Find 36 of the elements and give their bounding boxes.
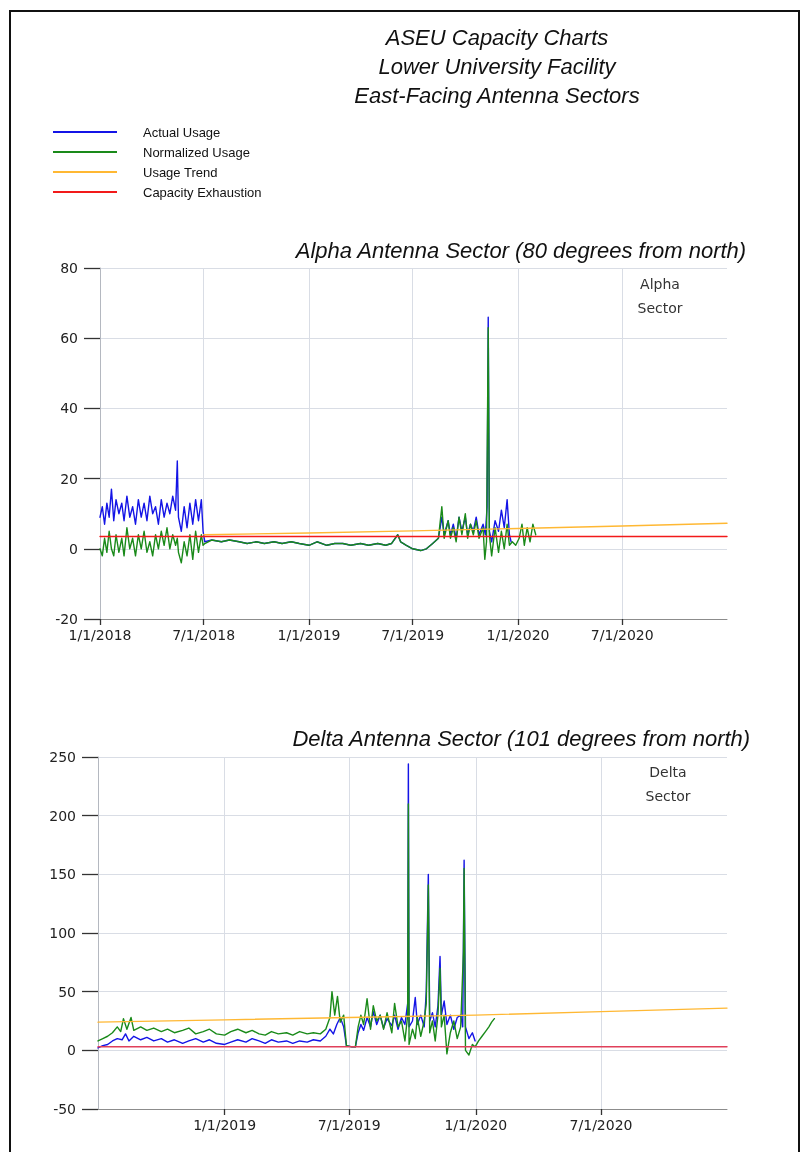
x-tick-label: 1/1/2019 bbox=[277, 627, 341, 643]
line-series bbox=[97, 803, 496, 1056]
y-tick-label: 50 bbox=[58, 983, 76, 1000]
y-tick-label: 20 bbox=[60, 470, 78, 487]
line-series bbox=[97, 1007, 728, 1023]
x-tick-label: 1/1/2020 bbox=[486, 627, 550, 643]
y-tick-label: 0 bbox=[69, 540, 78, 557]
chart-title: Alpha Antenna Sector (80 degrees from north) bbox=[293, 237, 747, 263]
x-tick-label: 7/1/2020 bbox=[569, 1117, 633, 1133]
chart-title: Delta Antenna Sector (101 degrees from north) bbox=[292, 725, 751, 751]
y-tick-label: 150 bbox=[49, 866, 76, 883]
legend-label: Capacity Exhaustion bbox=[143, 184, 262, 200]
legend-label: Usage Trend bbox=[143, 164, 218, 180]
legend-label: Actual Usage bbox=[143, 124, 221, 140]
x-tick-label: 1/1/2018 bbox=[68, 627, 132, 643]
x-tick-label: 7/1/2020 bbox=[590, 627, 654, 643]
x-tick-label: 1/1/2020 bbox=[444, 1117, 508, 1133]
y-tick-label: -20 bbox=[55, 611, 78, 627]
line-series bbox=[202, 522, 728, 536]
y-tick-label: 80 bbox=[60, 260, 78, 276]
text: Lower University Facility East-Facing Antenna Sectors bbox=[353, 53, 641, 110]
x-tick-label: 1/1/2019 bbox=[193, 1117, 257, 1133]
y-tick-label: 60 bbox=[60, 330, 78, 347]
y-tick-label: -50 bbox=[53, 1101, 76, 1117]
y-tick-label: 0 bbox=[67, 1042, 76, 1059]
legend-label: Normalized Usage bbox=[143, 144, 250, 160]
annotation: Delta Sector bbox=[645, 764, 691, 804]
y-tick-label: 200 bbox=[49, 807, 76, 824]
annotation: Alpha Sector bbox=[637, 276, 683, 316]
x-tick-label: 7/1/2018 bbox=[172, 627, 236, 643]
y-tick-label: 100 bbox=[49, 925, 76, 941]
x-tick-label: 7/1/2019 bbox=[381, 627, 445, 643]
y-tick-label: 40 bbox=[60, 400, 78, 417]
y-tick-label: 250 bbox=[49, 749, 76, 765]
x-tick-label: 7/1/2019 bbox=[317, 1117, 381, 1133]
text: ASEU Capacity Charts bbox=[384, 24, 610, 52]
